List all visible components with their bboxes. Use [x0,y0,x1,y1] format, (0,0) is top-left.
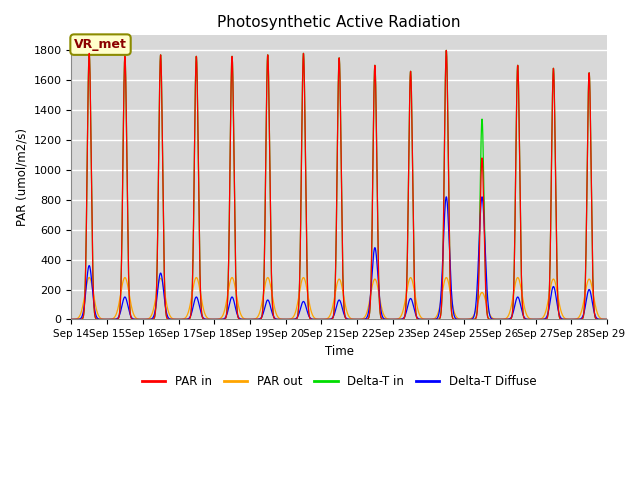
X-axis label: Time: Time [324,345,354,358]
Text: VR_met: VR_met [74,38,127,51]
Title: Photosynthetic Active Radiation: Photosynthetic Active Radiation [218,15,461,30]
Legend: PAR in, PAR out, Delta-T in, Delta-T Diffuse: PAR in, PAR out, Delta-T in, Delta-T Dif… [137,371,541,393]
Y-axis label: PAR (umol/m2/s): PAR (umol/m2/s) [15,128,28,227]
